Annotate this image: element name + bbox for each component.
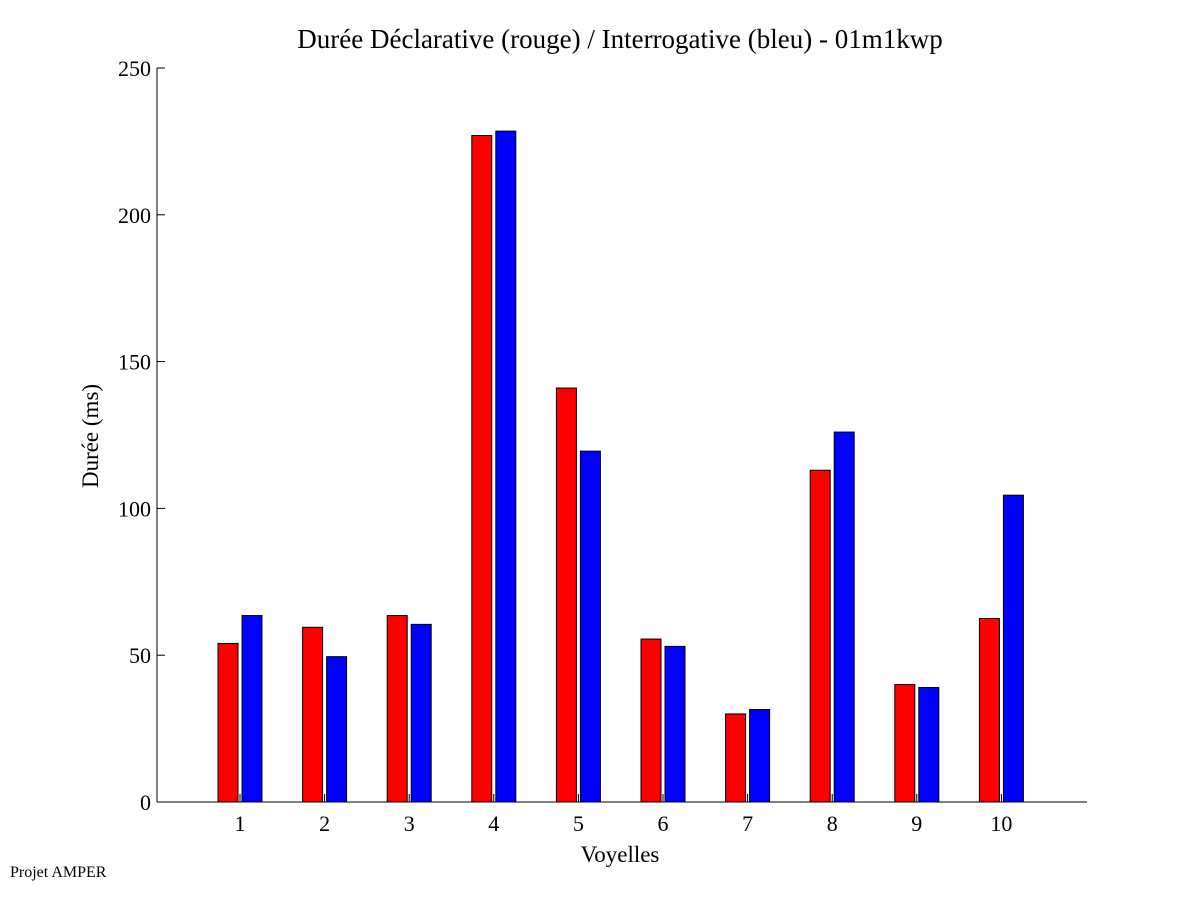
bar-declarative [471, 135, 493, 803]
x-tick-label: 3 [404, 811, 415, 836]
bars-group [217, 130, 1024, 803]
bar-declarative [555, 387, 577, 803]
x-tick-label: 2 [319, 811, 330, 836]
chart-title: Durée Déclarative (rouge) / Interrogativ… [297, 24, 942, 54]
x-tick-label: 9 [911, 811, 922, 836]
y-tick-label: 100 [118, 496, 151, 521]
bar-interrogative [326, 656, 348, 803]
y-tick-label: 200 [118, 203, 151, 228]
x-tick-label: 7 [742, 811, 753, 836]
y-ticks-group: 0 50 100 150 200 250 [118, 56, 165, 815]
bar-declarative [894, 684, 916, 803]
y-tick-label: 250 [118, 56, 151, 81]
bar-interrogative [664, 645, 686, 803]
bar-declarative [217, 642, 239, 803]
x-tick-label: 10 [990, 811, 1012, 836]
x-ticks-group: 1 2 3 4 5 6 7 8 9 10 [235, 794, 1012, 836]
bar-interrogative [749, 709, 771, 803]
y-tick-label: 150 [118, 350, 151, 375]
bar-declarative [302, 626, 324, 803]
bar-interrogative [495, 130, 517, 803]
bar-interrogative [1002, 494, 1024, 803]
axes-group [156, 68, 1087, 803]
x-tick-label: 6 [658, 811, 669, 836]
bar-interrogative [241, 615, 263, 803]
bar-interrogative [918, 686, 940, 803]
bar-interrogative [410, 623, 432, 803]
x-tick-label: 4 [488, 811, 499, 836]
x-tick-label: 1 [235, 811, 246, 836]
x-axis-label: Voyelles [581, 842, 660, 867]
bar-declarative [640, 638, 662, 803]
footer-credit: Projet AMPER [10, 864, 107, 881]
y-axis-label: Durée (ms) [78, 384, 103, 488]
x-tick-label: 8 [827, 811, 838, 836]
y-tick-label: 0 [140, 790, 151, 815]
bar-interrogative [833, 431, 855, 803]
bar-interrogative [579, 450, 601, 803]
bar-declarative [386, 615, 408, 803]
y-tick-label: 50 [129, 643, 151, 668]
x-tick-label: 5 [573, 811, 584, 836]
bar-declarative [725, 713, 747, 803]
bar-declarative [978, 618, 1000, 803]
bar-declarative [809, 469, 831, 803]
